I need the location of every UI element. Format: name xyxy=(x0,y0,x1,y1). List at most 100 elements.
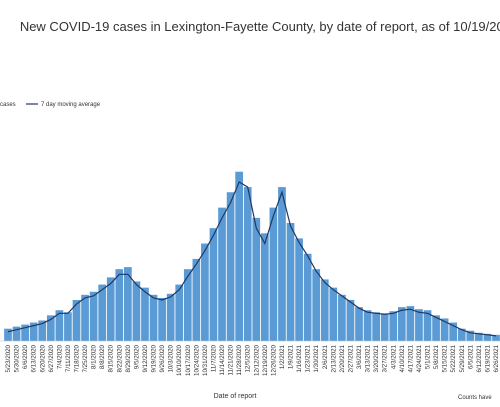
bar xyxy=(72,299,81,341)
bar xyxy=(295,238,303,341)
x-tick-labels: 5/23/2020 5/30/2020 6/6/2020 6/13/2020 6/20/… xyxy=(5,344,500,376)
x-tick-label: 2/13/2021 xyxy=(330,344,337,372)
bar xyxy=(483,333,492,341)
bar xyxy=(175,284,184,341)
x-tick-label: 2/20/2021 xyxy=(339,344,346,372)
x-tick-label: 10/10/2020 xyxy=(176,344,183,376)
x-tick-label: 2/6/2021 xyxy=(322,344,329,369)
bar xyxy=(158,297,166,341)
bar xyxy=(46,315,55,341)
chart-title: New COVID-19 cases in Lexington-Fayette … xyxy=(20,19,500,34)
bar xyxy=(320,279,329,341)
x-tick-label: 6/13/2020 xyxy=(31,344,38,372)
bar xyxy=(21,324,29,341)
bar xyxy=(303,253,312,341)
x-tick-label: 12/19/2020 xyxy=(262,344,269,376)
x-tick-label: 8/15/2020 xyxy=(108,344,115,372)
bar xyxy=(183,269,192,341)
bar xyxy=(492,334,500,341)
x-tick-label: 2/27/2021 xyxy=(347,344,354,372)
x-tick-label: 4/17/2021 xyxy=(407,344,414,372)
bar xyxy=(243,187,252,341)
x-tick-label: 6/19/2021 xyxy=(484,344,491,372)
x-tick-label: 8/1/2020 xyxy=(91,344,98,369)
x-tick-label: 3/20/2021 xyxy=(373,344,380,372)
x-tick-label: 7/25/2020 xyxy=(82,344,89,372)
bar xyxy=(260,233,269,341)
x-tick-label: 8/8/2020 xyxy=(99,344,106,369)
bar xyxy=(115,269,124,341)
bar xyxy=(466,330,475,341)
x-tick-label: 1/30/2021 xyxy=(313,344,320,372)
bar xyxy=(415,309,423,341)
x-tick-label: 10/31/2020 xyxy=(202,344,209,376)
bar xyxy=(106,277,115,341)
bar xyxy=(81,294,89,341)
bar xyxy=(423,310,432,341)
x-tick-label: 8/29/2020 xyxy=(125,344,132,372)
bar xyxy=(338,294,346,341)
bar xyxy=(457,328,466,341)
bar xyxy=(124,267,132,341)
x-tick-label: 12/12/2020 xyxy=(253,344,260,376)
x-tick-label: 11/21/2020 xyxy=(228,344,235,375)
x-tick-label: 6/27/2020 xyxy=(48,344,55,372)
x-tick-label: 3/27/2021 xyxy=(382,344,389,372)
x-tick-label: 3/6/2021 xyxy=(356,344,363,369)
x-tick-label: 1/23/2021 xyxy=(305,344,312,372)
x-tick-label: 6/5/2021 xyxy=(467,344,474,369)
x-tick-label: 5/22/2021 xyxy=(450,344,457,372)
x-tick-label: 6/26/2021 xyxy=(493,344,500,372)
x-tick-label: 12/5/2020 xyxy=(245,344,252,372)
x-tick-label: 11/14/2020 xyxy=(219,344,226,375)
bar xyxy=(406,306,415,341)
bar xyxy=(55,310,64,341)
bar xyxy=(149,294,158,341)
x-tick-label: 10/3/2020 xyxy=(168,344,175,372)
x-tick-label: 7/18/2020 xyxy=(73,344,80,372)
bar xyxy=(132,281,141,341)
x-tick-label: 9/19/2020 xyxy=(151,344,158,372)
footnote: Counts have xyxy=(458,395,492,401)
legend-label-moving-average: 7 day moving average xyxy=(41,102,101,108)
bar xyxy=(38,320,47,341)
x-tick-label: 6/12/2021 xyxy=(476,344,483,372)
bar xyxy=(209,228,218,341)
legend: cases 7 day moving average xyxy=(0,102,101,108)
bar xyxy=(363,310,372,341)
x-tick-label: 7/4/2020 xyxy=(56,344,63,369)
bar xyxy=(397,307,406,341)
x-tick-label: 5/29/2021 xyxy=(459,344,466,372)
x-tick-label: 10/17/2020 xyxy=(185,344,192,376)
bar xyxy=(98,284,107,341)
x-tick-label: 9/5/2020 xyxy=(133,344,140,369)
bar xyxy=(4,328,12,341)
bar xyxy=(312,269,321,341)
bar xyxy=(380,313,389,341)
x-axis-label: Date of report xyxy=(214,393,257,400)
x-tick-label: 1/16/2021 xyxy=(296,344,303,372)
x-tick-label: 9/26/2020 xyxy=(159,344,166,372)
bar xyxy=(192,258,201,341)
x-tick-label: 1/9/2021 xyxy=(288,344,295,369)
bar xyxy=(252,217,261,341)
x-tick-label: 3/13/2021 xyxy=(365,344,372,372)
bar xyxy=(372,312,380,341)
x-tick-label: 6/6/2020 xyxy=(22,344,29,369)
bar xyxy=(166,293,175,341)
moving-average-line xyxy=(7,181,497,337)
x-tick-label: 11/28/2020 xyxy=(236,344,243,375)
bar xyxy=(286,223,295,341)
bars-group xyxy=(4,171,500,341)
bar xyxy=(432,315,440,341)
bar xyxy=(235,171,244,341)
bar xyxy=(29,322,38,341)
x-tick-label: 4/24/2021 xyxy=(416,344,423,372)
x-tick-label: 4/10/2021 xyxy=(399,344,406,372)
x-tick-label: 7/11/2020 xyxy=(65,344,72,372)
x-tick-label: 5/30/2020 xyxy=(14,344,21,372)
bar xyxy=(346,299,355,341)
bar xyxy=(141,287,149,341)
bar xyxy=(389,311,398,341)
x-tick-label: 11/7/2020 xyxy=(210,344,217,372)
